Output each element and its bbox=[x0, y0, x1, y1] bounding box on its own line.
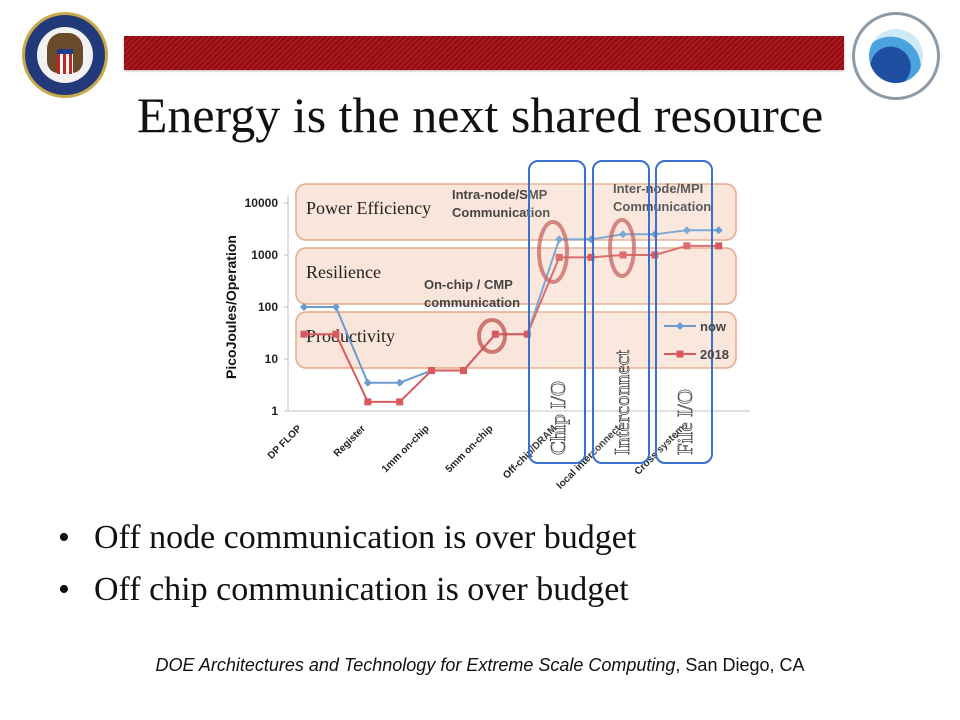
data-point-2018 bbox=[555, 253, 563, 261]
bullet-dot: • bbox=[58, 519, 70, 556]
data-point-now bbox=[682, 226, 691, 235]
y-tick-label: 10000 bbox=[245, 196, 279, 210]
column-label: Interconnect bbox=[610, 350, 634, 455]
research-directorate-logo bbox=[852, 12, 940, 100]
y-tick-label: 100 bbox=[258, 300, 278, 314]
data-point-2018 bbox=[651, 251, 659, 259]
column-box bbox=[592, 160, 650, 464]
x-tick-label: 5mm on-chip bbox=[444, 423, 496, 475]
y-tick-label: 1000 bbox=[251, 248, 278, 262]
data-point-now bbox=[363, 378, 372, 387]
data-point-2018 bbox=[683, 242, 691, 250]
footer: DOE Architectures and Technology for Ext… bbox=[0, 655, 960, 676]
y-tick-label: 10 bbox=[265, 352, 279, 366]
data-point-2018 bbox=[715, 242, 723, 250]
bullet-item: • Off chip communication is over budget bbox=[58, 564, 636, 616]
legend-label: now bbox=[700, 319, 727, 334]
data-point-2018 bbox=[619, 251, 627, 259]
data-point-2018 bbox=[364, 398, 372, 406]
annotation-line: communication bbox=[424, 295, 520, 310]
footer-location: , San Diego, CA bbox=[675, 655, 805, 675]
x-tick-label: 1mm on-chip bbox=[380, 423, 432, 475]
footer-conference: DOE Architectures and Technology for Ext… bbox=[155, 655, 676, 675]
annotation-line: Communication bbox=[613, 199, 711, 214]
y-axis-title: PicoJoules/Operation bbox=[223, 235, 239, 379]
y-tick-label: 1 bbox=[271, 404, 278, 418]
x-tick-label: Register bbox=[332, 423, 368, 459]
callout-ring bbox=[477, 318, 507, 354]
band-box bbox=[295, 247, 737, 305]
data-point-2018 bbox=[587, 253, 595, 261]
annotation-line: Intra-node/SMP bbox=[452, 187, 548, 202]
bullet-item: • Off node communication is over budget bbox=[58, 512, 636, 564]
column-label: File I/O bbox=[673, 389, 697, 455]
legend-marker bbox=[676, 350, 684, 358]
annotation-line: On-chip / CMP bbox=[424, 277, 513, 292]
data-point-2018 bbox=[428, 367, 436, 375]
annotation-line: Communication bbox=[452, 205, 550, 220]
slide-title: Energy is the next shared resource bbox=[136, 87, 824, 143]
data-point-now bbox=[331, 303, 340, 311]
column-box bbox=[655, 160, 713, 464]
band-label: Power Efficiency bbox=[306, 198, 431, 218]
data-point-2018 bbox=[460, 367, 467, 375]
data-point-now bbox=[619, 230, 627, 239]
callout-ring bbox=[537, 220, 569, 284]
band-box bbox=[295, 183, 737, 241]
data-point-2018 bbox=[332, 330, 340, 338]
callout-ring bbox=[608, 218, 636, 278]
data-point-2018 bbox=[491, 330, 499, 338]
data-point-now bbox=[395, 378, 404, 387]
x-tick-label: DP FLOP bbox=[266, 423, 305, 462]
data-point-now bbox=[300, 303, 308, 311]
legend-label: 2018 bbox=[700, 347, 729, 362]
bullet-text: Off node communication is over budget bbox=[94, 519, 637, 556]
data-point-2018 bbox=[300, 330, 308, 338]
bullet-dot: • bbox=[58, 571, 70, 608]
nsa-seal-logo bbox=[22, 12, 108, 98]
band-label: Resilience bbox=[306, 262, 381, 282]
legend-marker bbox=[676, 322, 684, 330]
column-box bbox=[528, 160, 586, 464]
annotation-line: Inter-node/MPI bbox=[613, 181, 703, 196]
band-label: Productivity bbox=[306, 326, 395, 346]
column-label: Chip I/O bbox=[546, 381, 570, 455]
band-box bbox=[295, 311, 737, 369]
bullet-list: • Off node communication is over budget … bbox=[58, 512, 636, 616]
data-point-now bbox=[714, 226, 723, 235]
data-point-2018 bbox=[523, 330, 531, 338]
bullet-text: Off chip communication is over budget bbox=[94, 571, 629, 608]
header-banner bbox=[124, 36, 844, 70]
data-point-2018 bbox=[396, 398, 404, 406]
data-point-now bbox=[555, 235, 564, 244]
